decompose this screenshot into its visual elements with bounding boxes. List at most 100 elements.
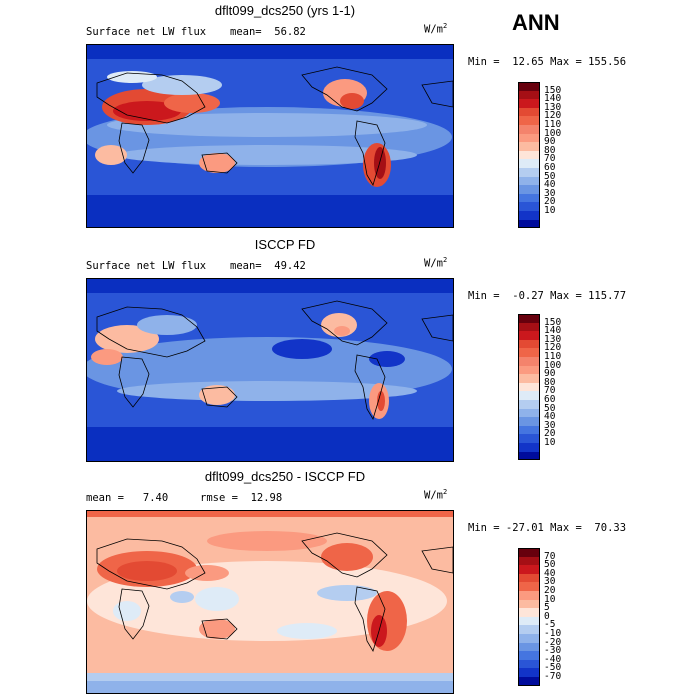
colorbar-tick-label: -10: [544, 628, 562, 639]
colorbar-swatch: [518, 625, 540, 634]
colorbar-tick-label: 80: [544, 144, 556, 156]
colorbar-tick-label: 130: [544, 333, 562, 345]
colorbar-tick-label: 10: [544, 205, 556, 216]
colorbar-tick-label: -30: [544, 645, 562, 657]
colorbar-swatch: [518, 642, 540, 652]
colorbar-swatch: [518, 634, 540, 643]
colorbar-swatch: [518, 582, 540, 591]
colorbar-swatch: [518, 668, 540, 677]
colorbar-swatch: [518, 193, 540, 203]
panel-1-title: dflt099_dcs250 (yrs 1-1): [214, 3, 356, 18]
colorbar-tick-label: 60: [544, 162, 556, 173]
colorbar-tick-label: 30: [544, 187, 556, 199]
colorbar-swatch: [518, 348, 540, 357]
colorbar-swatch: [518, 599, 540, 609]
colorbar-swatch: [518, 374, 540, 383]
colorbar-tick-label: 120: [544, 110, 562, 122]
panel-3-map: [86, 510, 454, 694]
panel-2-mean: mean= 49.42: [230, 260, 306, 272]
colorbar-tick-label: 5: [544, 602, 550, 614]
colorbar-swatch: [518, 400, 540, 409]
colorbar-tick-label: 90: [544, 136, 556, 148]
colorbar-tick-label: 50: [544, 170, 556, 182]
colorbar-swatch: [518, 331, 540, 340]
colorbar-tick-label: 60: [544, 394, 556, 405]
colorbar-tick-label: 100: [544, 359, 562, 371]
colorbar-swatch: [518, 659, 540, 669]
colorbar-tick-label: -20: [544, 636, 562, 648]
colorbar-tick-label: 70: [544, 153, 556, 165]
colorbar-swatch: [518, 391, 540, 400]
colorbar-tick-label: 110: [544, 119, 562, 130]
panel-1-minmax: Min = 12.65 Max = 155.56: [468, 56, 627, 68]
colorbar-swatch: [518, 314, 540, 323]
colorbar-tick-label: 80: [544, 376, 556, 388]
colorbar-swatch: [518, 443, 540, 452]
colorbar-tick-label: 40: [544, 179, 556, 191]
colorbar-swatch: [518, 159, 540, 168]
colorbar-swatch: [518, 176, 540, 186]
panel-2-variable: Surface net LW flux: [86, 260, 207, 272]
colorbar-swatch: [518, 425, 540, 435]
colorbar-tick-label: 150: [544, 84, 562, 96]
colorbar-swatch: [518, 125, 540, 134]
colorbar-tick-label: -40: [544, 653, 562, 665]
colorbar-tick-label: 70: [544, 385, 556, 397]
colorbar-tick-label: 100: [544, 127, 562, 139]
colorbar-swatch: [518, 219, 540, 229]
colorbar-tick-label: 120: [544, 342, 562, 354]
colorbar-tick-label: 90: [544, 368, 556, 380]
colorbar-tick-label: 140: [544, 93, 562, 105]
colorbar-tick-label: 20: [544, 585, 556, 596]
colorbar-tick-label: 130: [544, 101, 562, 113]
colorbar-tick-label: 50: [544, 559, 556, 571]
colorbar-swatch: [518, 434, 540, 443]
colorbar-tick-label: 10: [544, 437, 556, 448]
colorbar-swatch: [518, 565, 540, 574]
colorbar-swatch: [518, 168, 540, 177]
colorbar-tick-label: 40: [544, 411, 556, 423]
panel-1-mean: mean= 56.82: [230, 26, 306, 38]
colorbar-tick-label: 70: [544, 550, 556, 562]
colorbar-tick-label: 140: [544, 325, 562, 337]
colorbar-tick-label: 40: [544, 567, 556, 579]
panel-1-units: W/m2: [424, 22, 448, 36]
season-label: ANN: [512, 10, 560, 35]
panel-3-minmax: Min = -27.01 Max = 70.33: [468, 522, 627, 534]
colorbar-swatch: [518, 99, 540, 108]
colorbar-swatch: [518, 150, 540, 160]
colorbar-swatch: [518, 185, 540, 194]
panel-2-units: W/m2: [424, 256, 448, 270]
panel-1-map: [86, 44, 454, 228]
colorbar-swatch: [518, 322, 540, 332]
panel-3-rmse: rmse = 12.98: [200, 492, 283, 504]
colorbar-swatch: [518, 616, 540, 626]
colorbar-swatch: [518, 365, 540, 375]
panel-3-title: dflt099_dcs250 - ISCCP FD: [204, 469, 366, 484]
colorbar-swatch: [518, 211, 540, 220]
panel-3-map-field: [87, 511, 453, 693]
colorbar-swatch: [518, 556, 540, 566]
colorbar-swatch: [518, 408, 540, 418]
colorbar-swatch: [518, 651, 540, 660]
colorbar-swatch: [518, 133, 540, 143]
colorbar-swatch: [518, 107, 540, 117]
colorbar-swatch: [518, 202, 540, 211]
colorbar-swatch: [518, 82, 540, 91]
panel-1-map-field: [87, 45, 453, 227]
colorbar-tick-label: 10: [544, 593, 556, 605]
colorbar-swatch: [518, 357, 540, 366]
panel-3-mean: mean = 7.40: [86, 492, 169, 504]
colorbar-swatch: [518, 591, 540, 600]
colorbar-tick-label: 50: [544, 402, 556, 414]
colorbar-swatch: [518, 339, 540, 349]
colorbar-tick-label: 30: [544, 419, 556, 431]
colorbar-swatch: [518, 451, 540, 461]
colorbar-swatch: [518, 116, 540, 125]
colorbar-tick-label: -50: [544, 662, 562, 674]
colorbar-tick-label: 110: [544, 351, 562, 362]
panel-1-variable: Surface net LW flux: [86, 26, 207, 38]
colorbar-swatch: [518, 548, 540, 557]
colorbar-swatch: [518, 677, 540, 686]
panel-2-map-field: [87, 279, 453, 461]
